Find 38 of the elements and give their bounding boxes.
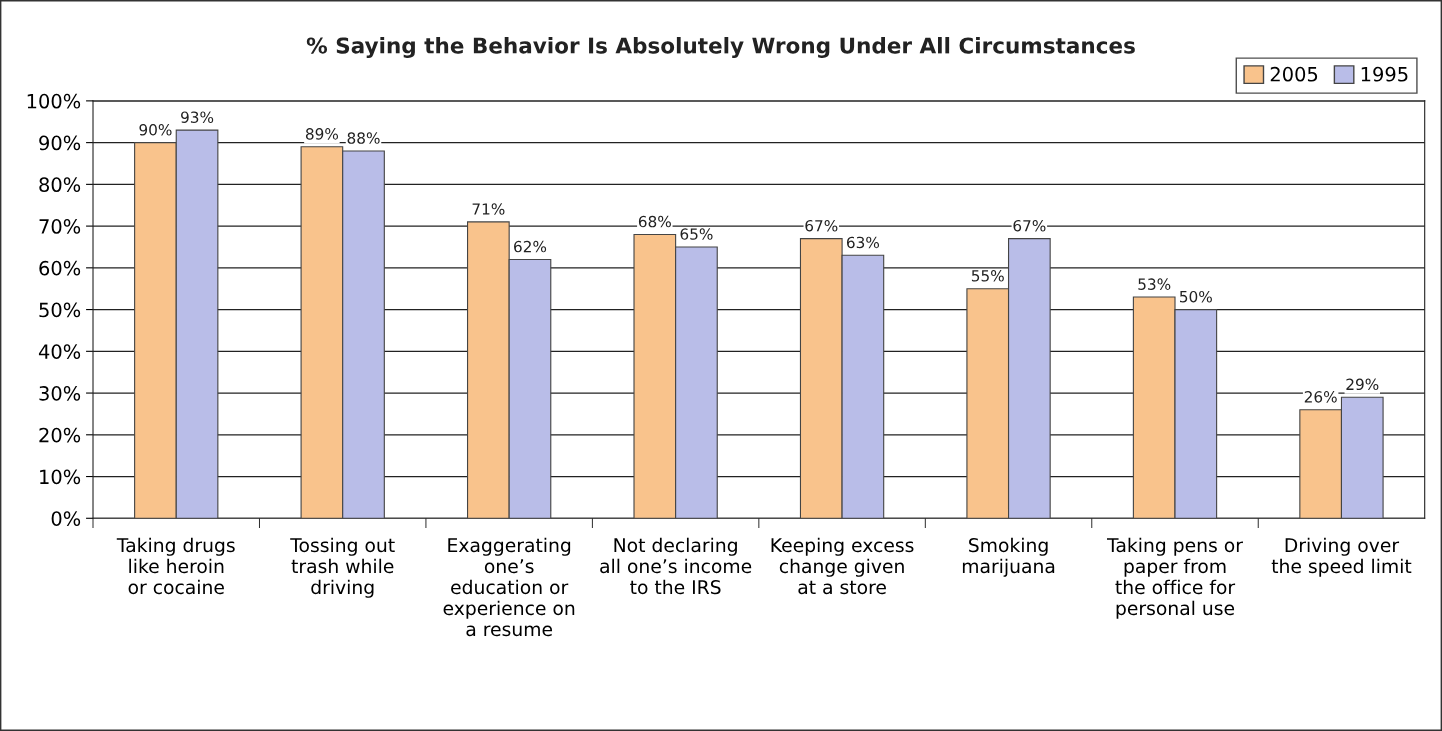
data-label: 88%: [347, 132, 380, 144]
x-tick-label: Not declaring all one’s income to the IRS: [600, 537, 752, 595]
y-tick-label: 10%: [40, 469, 81, 485]
data-label: 90%: [139, 123, 172, 136]
y-tick-label: 60%: [39, 260, 81, 276]
y-tick-label: 0%: [51, 511, 81, 526]
data-label: 50%: [1180, 290, 1212, 303]
data-label: 71%: [472, 203, 505, 215]
y-tick-label: 70%: [39, 219, 81, 234]
y-tick-label: 80%: [39, 177, 81, 193]
data-label: 67%: [805, 219, 838, 232]
legend-label: 2005: [1270, 66, 1318, 82]
y-tick-label: 30%: [39, 386, 81, 401]
data-label: 26%: [1304, 391, 1337, 403]
x-tick-label: Tossing out trash while driving: [290, 537, 395, 598]
y-tick-label: 20%: [39, 427, 81, 443]
data-label: 29%: [1346, 378, 1379, 391]
y-tick-label: 100%: [27, 93, 81, 109]
x-tick-label: Smoking marijuana: [962, 537, 1055, 577]
data-label: 89%: [305, 128, 339, 140]
data-label: 55%: [971, 270, 1004, 282]
data-label: 93%: [181, 111, 214, 123]
legend-label: 1995: [1361, 66, 1408, 82]
y-tick-label: 90%: [39, 135, 81, 151]
data-label: 65%: [680, 228, 713, 240]
x-tick-label: Taking pens or paper from the office for personal use: [1107, 537, 1243, 619]
y-tick-label: 40%: [38, 344, 81, 359]
data-label: 63%: [846, 236, 880, 249]
data-label: 67%: [1013, 219, 1046, 232]
x-tick-label: Keeping excess change given at a store: [771, 537, 914, 595]
y-tick-label: 50%: [39, 302, 81, 318]
data-label: 62%: [514, 240, 547, 253]
x-tick-label: Exaggerating one’s education or experience on a resume: [443, 537, 575, 637]
data-label: 68%: [638, 215, 671, 228]
x-tick-label: Driving over the speed limit: [1271, 537, 1412, 577]
data-label: 53%: [1138, 278, 1171, 290]
chart-title: % Saying the Behavior Is Absolutely Wrong Under All Circumstances: [306, 37, 1135, 59]
x-tick-label: Taking drugs like heroin or cocaine: [116, 537, 235, 595]
